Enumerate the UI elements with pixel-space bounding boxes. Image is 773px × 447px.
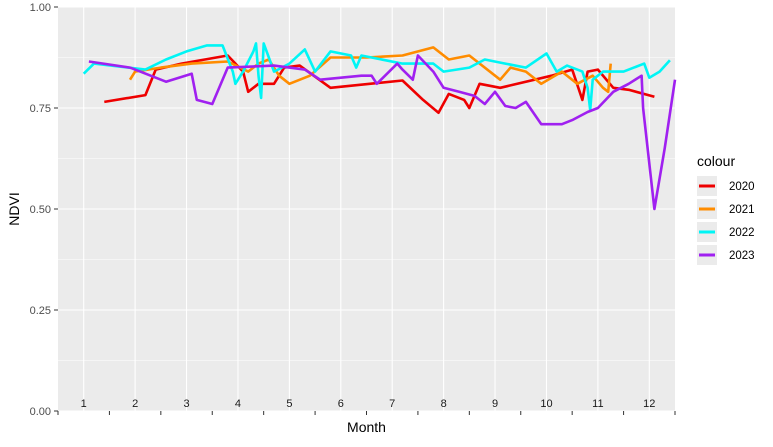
month-label: 1 [81, 398, 87, 410]
y-tick-label: 0.00 [30, 406, 51, 418]
y-tick-label: 1.00 [30, 2, 51, 14]
month-label: 11 [592, 398, 603, 410]
month-label: 2 [132, 398, 138, 410]
grid-lines [58, 6, 675, 412]
y-axis-title: NDVI [6, 192, 22, 225]
x-axis-title: Month [347, 419, 386, 435]
legend-title: colour [697, 153, 735, 169]
month-label: 8 [441, 398, 447, 410]
month-label: 10 [540, 398, 552, 410]
series-line-2023 [88, 54, 677, 211]
legend-label-2023: 2023 [729, 250, 755, 262]
legend: colour 2020 2021 2022 2023 [697, 153, 755, 265]
month-label: 4 [235, 398, 241, 410]
month-label: 12 [643, 398, 655, 410]
month-label: 9 [492, 398, 498, 410]
y-tick-label: 0.25 [30, 305, 51, 317]
axes: 0.000.250.500.751.001 2 3 4 5 6 7 8 9 10 11 12 [30, 2, 676, 418]
month-label: 6 [338, 398, 344, 410]
legend-label-2022: 2022 [729, 227, 755, 239]
series-lines [82, 42, 677, 211]
series-line-2020 [104, 54, 655, 115]
month-label: 5 [286, 398, 292, 410]
month-label: 3 [183, 398, 189, 410]
legend-label-2020: 2020 [729, 181, 755, 193]
legend-label-2021: 2021 [729, 204, 755, 216]
series-line-2021 [128, 46, 612, 94]
y-tick-label: 0.50 [30, 204, 51, 216]
y-tick-label: 0.75 [30, 103, 51, 115]
month-label: 7 [389, 398, 395, 410]
